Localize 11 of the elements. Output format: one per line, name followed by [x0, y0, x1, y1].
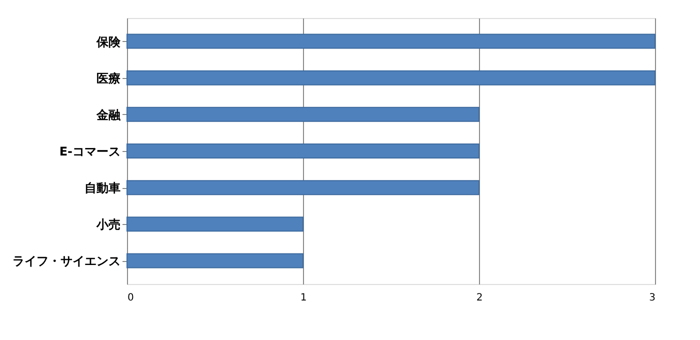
x-tick-label: 2	[476, 292, 483, 304]
y-tick-label: E-コマース	[59, 144, 120, 158]
x-tick-label: 1	[300, 292, 307, 304]
y-tick-label: 小売	[96, 218, 120, 232]
y-tick-label: 保険	[96, 34, 122, 49]
y-tick-label: ライフ・サイエンス	[12, 254, 120, 268]
y-tick-label: 自動車	[84, 181, 120, 196]
y-tick-label: 医療	[96, 71, 120, 86]
x-tick-label: 3	[649, 292, 656, 304]
x-tick-label: 0	[128, 292, 134, 304]
y-tick-label: 金融	[96, 108, 122, 122]
